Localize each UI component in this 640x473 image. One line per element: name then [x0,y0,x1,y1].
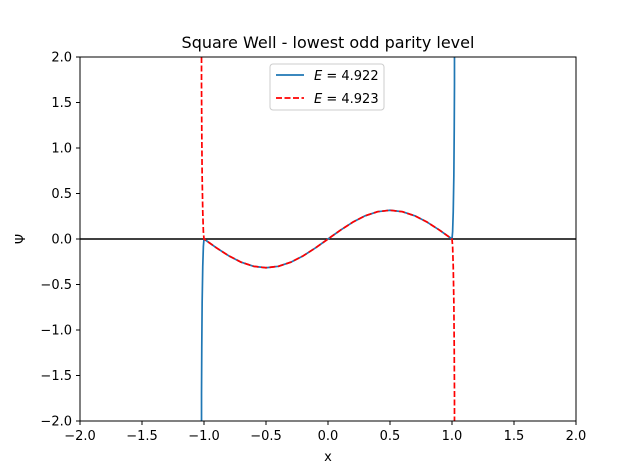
x-tick-label: 2.0 [566,429,587,444]
y-tick-label: 0.0 [51,233,72,248]
legend-label-2: E = 4.923 [314,92,379,107]
y-axis: −2.0 −1.5 −1.0 −0.5 0.0 0.5 1.0 1.5 2.0 [40,51,80,430]
y-tick-label: −2.0 [40,415,72,430]
x-tick-label: 0.0 [318,429,339,444]
y-tick-label: −0.5 [40,278,72,293]
y-axis-label: Ψ [14,234,29,244]
x-tick-label: 0.5 [380,429,401,444]
y-tick-label: 0.5 [51,187,72,202]
y-tick-label: −1.5 [40,369,72,384]
y-tick-label: −1.0 [40,324,72,339]
y-tick-label: 2.0 [51,51,72,66]
x-axis-label: x [324,450,332,465]
x-tick-label: 1.5 [504,429,525,444]
series-line-2 [200,57,456,421]
x-tick-label: −0.5 [250,429,282,444]
x-axis: −2.0 −1.5 −1.0 −0.5 0.0 0.5 1.0 1.5 2.0 [64,421,586,444]
chart-title: Square Well - lowest odd parity level [182,33,475,52]
x-tick-label: −1.5 [126,429,158,444]
x-tick-label: −2.0 [64,429,96,444]
series-line-1 [200,57,456,421]
x-tick-label: 1.0 [442,429,463,444]
y-tick-label: 1.5 [51,96,72,111]
x-tick-label: −1.0 [188,429,220,444]
y-tick-label: 1.0 [51,142,72,157]
legend: E = 4.922 E = 4.923 [269,63,385,111]
legend-label-1: E = 4.922 [314,69,379,84]
